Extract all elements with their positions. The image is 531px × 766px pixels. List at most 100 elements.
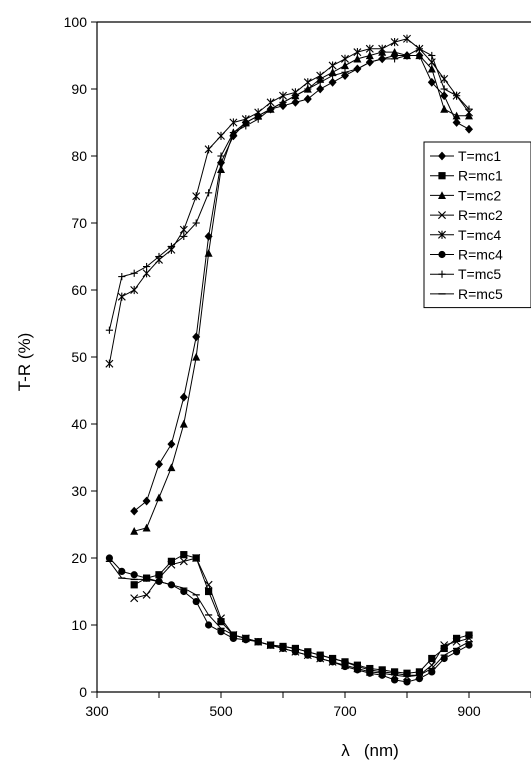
data-point-t-mc5	[378, 55, 386, 63]
data-point-t-mc4	[266, 98, 275, 107]
data-point-t-mc2	[192, 352, 201, 361]
data-point-t-mc5	[316, 78, 324, 86]
data-point-t-mc1	[291, 98, 300, 107]
data-point-r-mc4	[105, 554, 113, 562]
legend-marker	[438, 230, 446, 239]
series-t-mc4	[105, 34, 473, 368]
legend-item-r-mc1: R=mc1	[430, 168, 503, 184]
data-point-r-mc1	[130, 581, 138, 589]
y-tick-label: 50	[71, 349, 87, 365]
data-point-t-mc2	[328, 68, 337, 76]
x-tick-label: 700	[333, 703, 357, 719]
data-point-r-mc2	[452, 637, 461, 646]
legend-marker	[438, 270, 446, 278]
series-r-mc2	[130, 554, 473, 681]
data-point-t-mc2	[179, 419, 188, 428]
data-point-t-mc2	[341, 61, 349, 70]
data-point-r-mc1	[428, 654, 436, 663]
legend-item-t-mc5: T=mc5	[430, 266, 501, 282]
data-point-t-mc4	[241, 115, 250, 124]
data-point-t-mc2	[130, 527, 139, 535]
x-tick-label: 900	[457, 703, 481, 719]
data-point-t-mc5	[155, 252, 163, 261]
legend-marker-stroke	[438, 211, 446, 220]
data-point-r-mc1	[180, 551, 188, 559]
data-point-t-mc2	[204, 248, 213, 257]
data-point-t-mc4	[142, 269, 151, 278]
y-tick-label: 90	[71, 81, 87, 97]
data-point-t-mc1	[179, 392, 188, 402]
data-point-t-mc1	[452, 118, 461, 127]
data-point-r-mc1	[167, 557, 175, 565]
legend-item-t-mc4: T=mc4	[430, 227, 501, 243]
data-point-t-mc5	[291, 92, 299, 100]
data-point-t-mc4	[130, 285, 139, 295]
series-r-mc1	[130, 551, 473, 677]
y-tick-label: 40	[71, 416, 87, 432]
data-point-t-mc1	[316, 84, 325, 94]
data-point-t-mc4	[427, 58, 436, 67]
data-point-t-mc2	[440, 104, 449, 113]
data-point-t-mc5	[130, 269, 138, 277]
data-point-r-mc4	[353, 666, 361, 674]
data-point-r-mc1	[155, 571, 163, 579]
data-point-t-mc4	[105, 359, 114, 368]
data-point-r-mc4	[428, 668, 436, 676]
legend-marker	[438, 191, 446, 199]
data-point-r-mc2	[403, 672, 411, 681]
data-point-r-mc1	[391, 668, 399, 676]
data-point-t-mc5	[192, 219, 200, 227]
data-point-t-mc2	[365, 51, 374, 60]
legend-box	[423, 141, 531, 309]
data-point-r-mc2	[130, 594, 139, 603]
data-point-r-mc4	[192, 597, 200, 606]
data-point-r-mc1	[378, 666, 386, 674]
y-tick-label: 10	[71, 617, 87, 633]
data-point-t-mc5	[329, 72, 337, 80]
data-point-t-mc4	[179, 225, 188, 234]
data-point-t-mc5	[118, 273, 126, 281]
data-point-r-mc4	[366, 669, 374, 677]
legend-marker	[438, 250, 446, 259]
data-point-t-mc5	[304, 85, 312, 93]
x-tick-label: 500	[209, 703, 233, 719]
legend-marker	[438, 211, 446, 220]
data-point-t-mc5	[167, 242, 175, 251]
data-point-t-mc5	[428, 51, 436, 60]
series-line-r-mc4	[109, 557, 470, 683]
series-line-t-mc5	[108, 48, 470, 331]
data-point-r-mc4	[465, 641, 473, 649]
data-point-t-mc1	[465, 124, 473, 134]
data-point-r-mc1	[403, 669, 411, 677]
data-point-r-mc1	[205, 587, 213, 596]
data-point-r-mc1	[217, 618, 225, 626]
data-point-r-mc4	[229, 634, 237, 643]
data-point-t-mc2	[427, 64, 436, 73]
x-tick-label: 300	[85, 703, 109, 719]
data-point-r-mc2-stroke	[192, 554, 201, 562]
data-point-r-mc2-stroke	[217, 614, 225, 623]
data-point-t-mc5	[267, 105, 275, 113]
data-point-t-mc2	[155, 493, 163, 502]
data-point-t-mc5	[440, 85, 448, 93]
data-point-r-mc2	[427, 661, 436, 670]
data-point-r-mc1	[465, 631, 473, 639]
data-point-t-mc4	[378, 44, 387, 53]
series-line-r-mc5	[108, 561, 470, 676]
data-point-t-mc1	[440, 91, 449, 101]
legend: T=mc1 R=mc1 T=mc2 R=mc2 T=mc4 R=mc4 T=mc5 R=mc5	[423, 141, 531, 309]
data-point-t-mc5	[415, 45, 423, 53]
data-point-t-mc4	[204, 145, 213, 154]
data-point-t-mc5	[403, 51, 411, 60]
data-point-r-mc2-stroke	[427, 661, 436, 670]
series-t-mc2	[130, 47, 473, 535]
data-point-r-mc4	[391, 676, 399, 684]
data-point-t-mc2	[142, 523, 151, 532]
data-point-t-mc4	[303, 78, 312, 87]
data-point-t-mc5	[279, 98, 287, 106]
data-point-t-mc2	[415, 51, 424, 60]
legend-item-r-mc4: R=mc4	[430, 247, 503, 263]
y-tick-label: 0	[79, 684, 87, 700]
legend-label: R=mc4	[458, 247, 503, 263]
